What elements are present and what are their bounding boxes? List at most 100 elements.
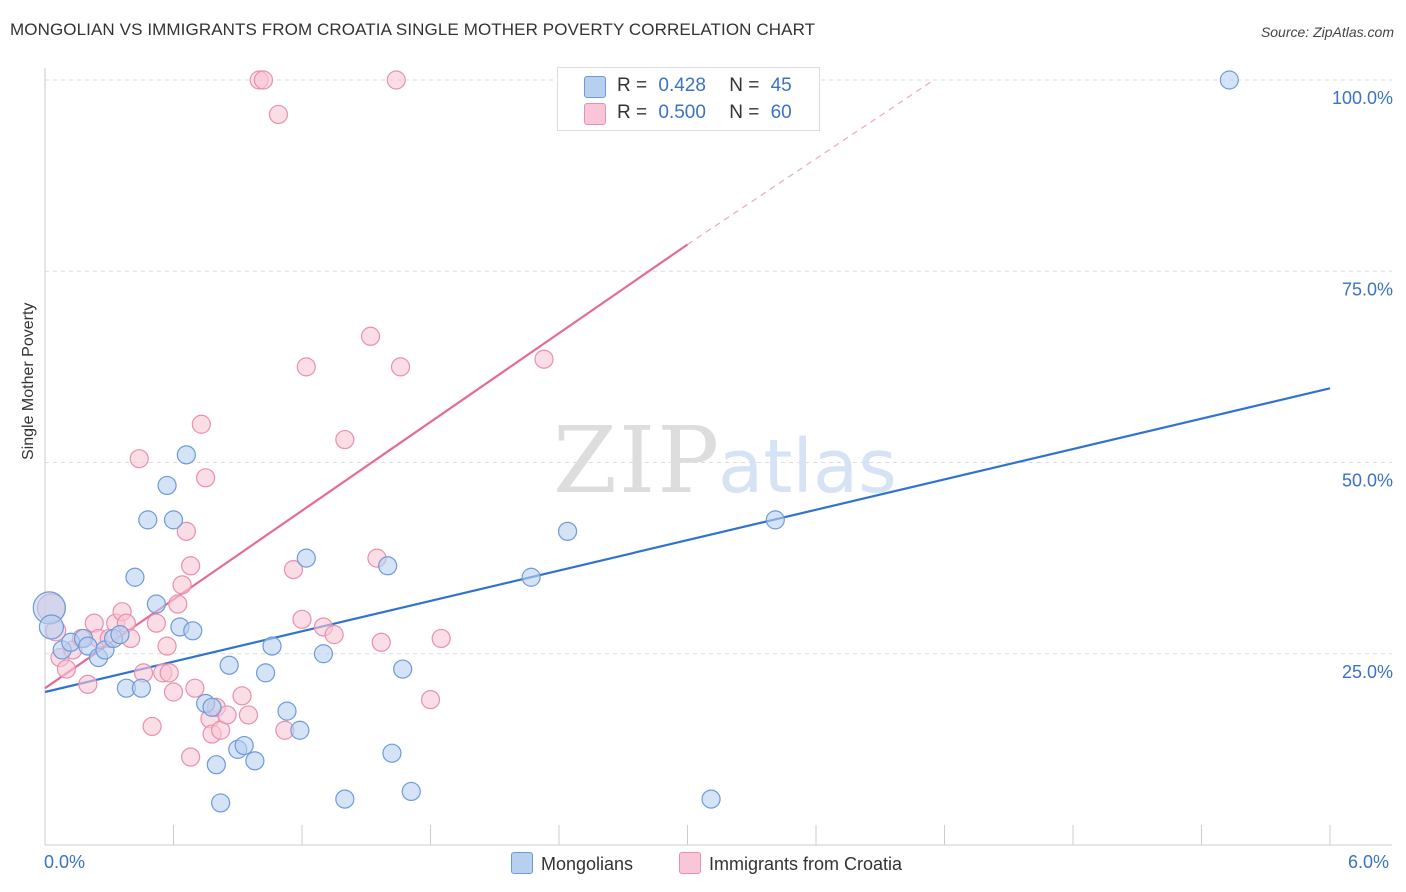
- point-croatia: [157, 636, 177, 656]
- point-mongolian: [125, 567, 145, 587]
- point-croatia: [292, 609, 312, 629]
- point-mongolian: [234, 735, 254, 756]
- watermark: ZIP atlas: [553, 407, 897, 514]
- point-croatia: [371, 632, 391, 652]
- grid-lines: [45, 79, 1392, 655]
- point-croatia: [386, 70, 406, 90]
- trend-lines: [44, 79, 1331, 694]
- legend-r-label-2: R =: [617, 102, 648, 123]
- point-mongolian: [701, 789, 721, 809]
- point-croatia: [129, 449, 149, 469]
- legend-swatch-pink: [584, 103, 606, 125]
- chart-title: MONGOLIAN VS IMMIGRANTS FROM CROATIA SIN…: [10, 20, 816, 39]
- legend-n-value-1: 45: [770, 75, 792, 96]
- point-mongolian: [296, 548, 316, 568]
- point-mongolian: [245, 751, 265, 771]
- point-croatia: [238, 705, 259, 725]
- point-mongolian: [313, 644, 334, 664]
- y-tick-label: 75.0%: [1342, 279, 1393, 299]
- point-croatia: [176, 521, 196, 541]
- point-croatia: [390, 357, 411, 377]
- point-mongolian: [393, 659, 413, 679]
- x-tick-label-max: 6.0%: [1348, 852, 1390, 872]
- point-croatia: [534, 349, 554, 369]
- bottom-legend-swatch-pink: [679, 852, 701, 874]
- point-croatia: [420, 690, 441, 710]
- point-mongolian: [131, 678, 151, 698]
- bottom-legend-label-2: Immigrants from Croatia: [709, 854, 903, 874]
- point-croatia: [56, 659, 77, 679]
- correlation-legend: R = 0.428 N = 45 R = 0.500 N = 60: [557, 67, 820, 131]
- point-mongolian: [38, 614, 65, 640]
- point-croatia: [324, 625, 344, 645]
- watermark-atlas: atlas: [718, 424, 897, 510]
- point-croatia: [335, 429, 355, 450]
- trend-line-mongolians: [44, 387, 1331, 694]
- point-mongolian: [378, 556, 398, 576]
- watermark-zip: ZIP: [553, 407, 721, 514]
- point-mongolian: [521, 567, 541, 587]
- axes: [44, 68, 1392, 846]
- point-mongolian: [382, 743, 402, 763]
- point-mongolian: [262, 636, 282, 656]
- point-mongolian: [202, 697, 222, 717]
- point-mongolian: [110, 625, 130, 645]
- point-mongolian: [146, 594, 166, 614]
- point-mongolian: [157, 475, 177, 496]
- legend-r-value-2: 0.500: [658, 102, 706, 123]
- y-tick-label: 100.0%: [1332, 88, 1393, 108]
- point-mongolian: [401, 781, 421, 802]
- point-croatia: [168, 594, 188, 614]
- point-mongolian: [183, 621, 203, 641]
- point-mongolian: [255, 663, 276, 683]
- point-croatia: [191, 414, 211, 434]
- point-mongolian: [138, 510, 158, 530]
- point-croatia: [78, 674, 98, 694]
- legend-r-label-1: R =: [617, 75, 648, 96]
- point-croatia: [431, 628, 451, 649]
- point-croatia: [232, 686, 252, 706]
- point-croatia: [185, 678, 205, 698]
- point-croatia: [163, 682, 184, 702]
- point-mongolian: [765, 510, 785, 530]
- source-label: Source: ZipAtlas.com: [1260, 24, 1394, 40]
- point-mongolian: [1219, 70, 1239, 90]
- point-croatia: [268, 104, 289, 125]
- bottom-legend-croatia: Immigrants from Croatia: [679, 852, 902, 875]
- bottom-legend-swatch-blue: [511, 852, 533, 874]
- point-croatia: [142, 716, 162, 737]
- point-croatia: [159, 663, 179, 683]
- y-axis-title: Single Mother Poverty: [20, 302, 37, 460]
- point-croatia: [253, 70, 274, 90]
- point-mongolian: [277, 701, 297, 721]
- y-tick-label: 25.0%: [1342, 662, 1393, 682]
- y-tick-labels: 25.0% 50.0% 75.0% 100.0%: [1332, 88, 1393, 682]
- point-croatia: [181, 556, 201, 576]
- y-tick-label: 50.0%: [1342, 471, 1393, 491]
- point-mongolian: [219, 655, 239, 675]
- point-mongolian: [290, 720, 310, 740]
- legend-n-value-2: 60: [770, 102, 792, 123]
- trend-line-croatia-extension: [687, 79, 935, 245]
- point-mongolian: [176, 445, 196, 465]
- point-croatia: [217, 705, 237, 725]
- point-croatia: [360, 326, 381, 346]
- point-croatia: [283, 559, 304, 580]
- legend-r-value-1: 0.428: [658, 75, 706, 96]
- point-croatia: [196, 468, 216, 488]
- legend-n-label-2: N =: [729, 102, 760, 123]
- x-tick-label-min: 0.0%: [44, 852, 86, 872]
- data-points: [32, 70, 1239, 813]
- point-mongolian: [557, 521, 578, 541]
- point-croatia: [181, 747, 201, 767]
- bottom-legend-label-1: Mongolians: [541, 854, 634, 874]
- point-mongolian: [211, 793, 231, 813]
- legend-n-label-1: N =: [729, 75, 760, 96]
- point-croatia: [146, 613, 166, 633]
- legend-swatch-blue: [584, 76, 606, 98]
- trend-line-croatia: [44, 243, 689, 690]
- point-mongolian: [335, 789, 355, 809]
- point-croatia: [172, 575, 192, 595]
- point-croatia: [296, 357, 316, 377]
